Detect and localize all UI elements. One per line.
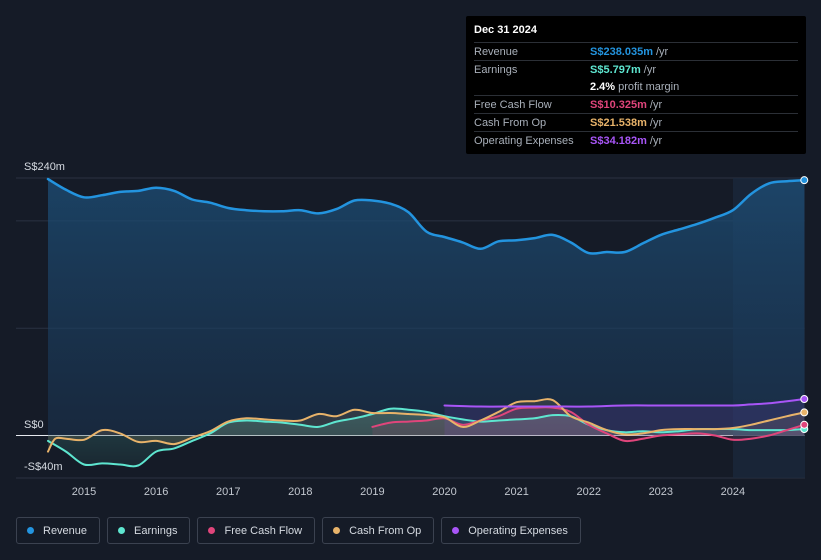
earnings-area — [48, 408, 805, 467]
legend-item-earnings[interactable]: Earnings — [107, 517, 191, 544]
tooltip-panel: Dec 31 2024 Revenue S$238.035m /yr Earni… — [466, 16, 806, 154]
x-tick-label: 2024 — [721, 486, 745, 498]
operating-expenses-end-point — [800, 395, 809, 404]
tooltip-unit: /yr — [649, 134, 663, 147]
tooltip-unit: /yr — [643, 63, 656, 76]
x-tick-label: 2022 — [576, 486, 600, 498]
free-cash-flow-end-point — [800, 420, 809, 429]
x-tick-label: 2017 — [216, 486, 240, 498]
legend-label: Earnings — [134, 524, 178, 537]
y-axis-label-zero: S$0 — [24, 419, 44, 431]
x-tick-label: 2023 — [649, 486, 673, 498]
x-tick-label: 2021 — [504, 486, 528, 498]
revenue-end-point — [800, 176, 809, 185]
tooltip-unit: /yr — [649, 116, 663, 129]
free-cash-flow-area — [372, 407, 805, 442]
tooltip-value: S$238.035m — [590, 45, 653, 58]
x-tick-label: 2015 — [72, 486, 96, 498]
tooltip-label: Revenue — [474, 45, 519, 58]
y-axis-label-bottom: -S$40m — [24, 461, 63, 473]
x-tick-label: 2019 — [360, 486, 384, 498]
tooltip-row-margin: 2.4% profit margin — [474, 78, 798, 95]
legend-dot-icon — [208, 527, 216, 534]
cash-from-op-area — [48, 399, 805, 452]
legend-label: Cash From Op — [349, 524, 422, 537]
earnings-line — [47, 407, 806, 468]
tooltip-unit: /yr — [656, 45, 669, 58]
legend-dot-icon — [118, 527, 126, 534]
tooltip-value: S$5.797m — [590, 63, 641, 76]
revenue-line — [46, 177, 806, 255]
tooltip-unit: /yr — [649, 98, 663, 111]
operating-expenses-line — [443, 398, 806, 408]
tooltip-unit: profit margin — [618, 80, 680, 93]
revenue-area — [48, 179, 805, 436]
tooltip-value: S$34.182m — [590, 134, 647, 147]
tooltip-value: S$10.325m — [590, 98, 647, 111]
legend-item-operating-expenses[interactable]: Operating Expenses — [441, 517, 581, 544]
x-axis-ticks: 2015 2016 2017 2018 2019 2020 2021 2022 2023 2024 — [72, 486, 745, 498]
tooltip-label: Operating Expenses — [474, 134, 574, 147]
tooltip-label: Cash From Op — [474, 116, 547, 129]
series-lines — [46, 177, 806, 468]
x-tick-label: 2016 — [144, 486, 168, 498]
cash-from-op-line — [47, 398, 806, 453]
legend-label: Free Cash Flow — [224, 524, 303, 537]
x-tick-label: 2020 — [432, 486, 456, 498]
legend-item-cash-from-op[interactable]: Cash From Op — [322, 517, 435, 544]
tooltip-row-earnings: Earnings S$5.797m /yr — [474, 60, 798, 78]
tooltip-date: Dec 31 2024 — [474, 24, 537, 36]
legend-dot-icon — [452, 527, 460, 534]
tooltip-row-operating-expenses: Operating Expenses S$34.182m /yr — [474, 131, 798, 149]
tooltip-row-cash-from-op: Cash From Op S$21.538m /yr — [474, 113, 798, 131]
series-areas — [48, 179, 805, 467]
y-axis-label-top: S$240m — [24, 161, 65, 173]
legend-label: Operating Expenses — [468, 524, 568, 537]
series-end-markers — [800, 176, 809, 434]
tooltip-label: Free Cash Flow — [474, 98, 552, 111]
tooltip-row-revenue: Revenue S$238.035m /yr — [474, 42, 798, 60]
legend-dot-icon — [27, 527, 34, 534]
tooltip-row-free-cash-flow: Free Cash Flow S$10.325m /yr — [474, 95, 798, 113]
legend-label: Revenue — [43, 524, 88, 537]
tooltip-label: Earnings — [474, 63, 518, 76]
legend-dot-icon — [333, 527, 341, 534]
legend-item-free-cash-flow[interactable]: Free Cash Flow — [197, 517, 316, 544]
tooltip-value: 2.4% — [590, 80, 616, 93]
legend: Revenue Earnings Free Cash Flow Cash Fro… — [16, 517, 581, 544]
x-tick-label: 2018 — [288, 486, 312, 498]
legend-item-revenue[interactable]: Revenue — [16, 517, 101, 544]
cash-from-op-end-point — [800, 408, 809, 417]
tooltip-value: S$21.538m — [590, 116, 647, 129]
